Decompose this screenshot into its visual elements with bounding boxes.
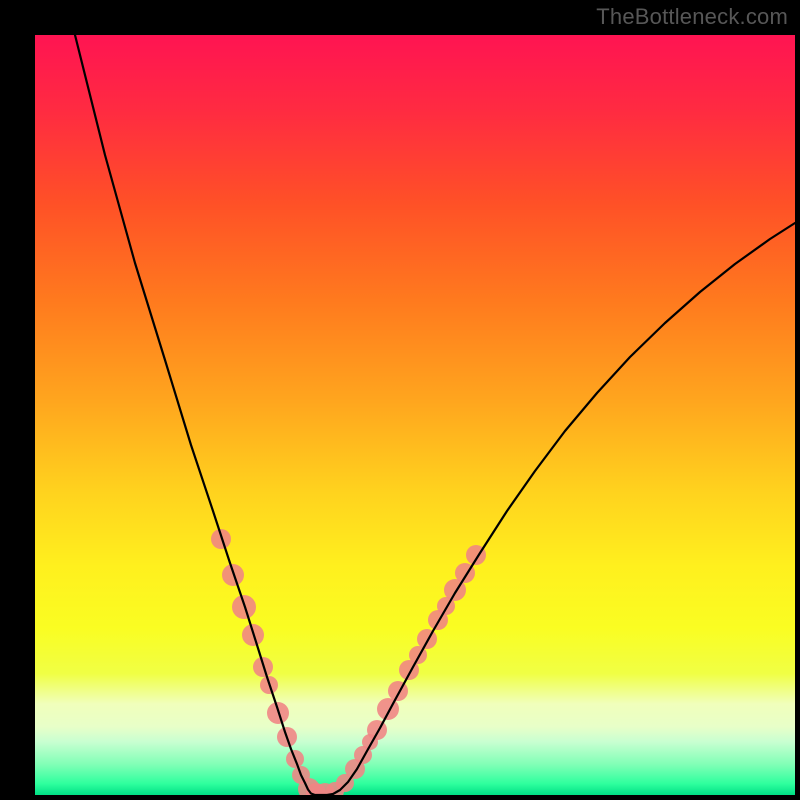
- chart-svg: [35, 35, 795, 795]
- watermark-text: TheBottleneck.com: [596, 4, 788, 30]
- scatter-point: [388, 681, 408, 701]
- plot-area: [35, 35, 795, 795]
- chart-container: TheBottleneck.com: [0, 0, 800, 800]
- scatter-point: [367, 720, 387, 740]
- scatter-point: [377, 698, 399, 720]
- gradient-background: [35, 35, 795, 795]
- scatter-point: [417, 629, 437, 649]
